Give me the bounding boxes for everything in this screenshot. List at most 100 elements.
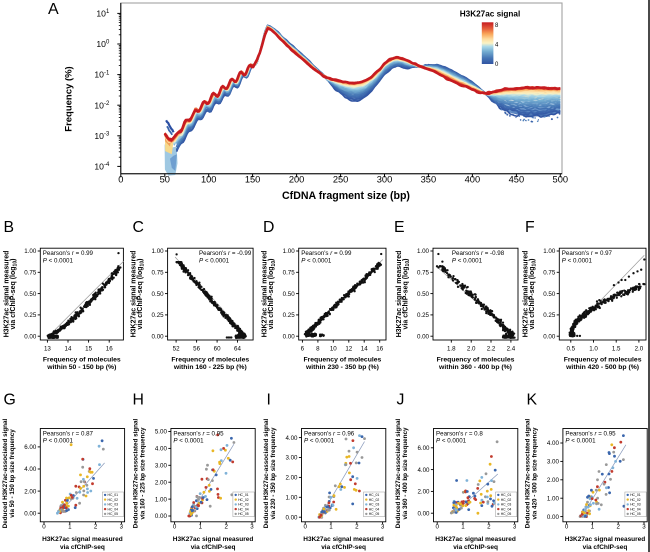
svg-text:Frequency (%): Frequency (%) <box>63 66 74 131</box>
svg-text:0.00: 0.00 <box>24 510 37 517</box>
svg-text:0.00: 0.00 <box>417 333 430 340</box>
svg-text:6.00: 6.00 <box>417 445 430 452</box>
svg-text:Pearson's r = 0.95: Pearson's r = 0.95 <box>173 431 224 438</box>
svg-text:HC_01: HC_01 <box>369 493 380 497</box>
svg-text:10: 10 <box>330 346 337 353</box>
svg-text:0.75: 0.75 <box>283 270 296 277</box>
svg-text:2.00: 2.00 <box>547 477 560 484</box>
svg-text:350: 350 <box>421 175 437 185</box>
svg-text:E: E <box>394 219 405 236</box>
svg-text:via cfChIP-seq (log10): via cfChIP-seq (log10) <box>403 259 412 330</box>
svg-text:HC_04: HC_04 <box>238 507 249 511</box>
svg-text:450: 450 <box>509 175 525 185</box>
svg-text:0.50: 0.50 <box>152 291 165 298</box>
svg-text:1.00: 1.00 <box>543 248 556 255</box>
svg-text:6.00: 6.00 <box>24 444 37 451</box>
svg-text:Pearson's r = 0.8: Pearson's r = 0.8 <box>436 431 483 438</box>
svg-text:16: 16 <box>376 346 383 353</box>
svg-text:HC_03: HC_03 <box>630 503 641 507</box>
svg-text:HC_01: HC_01 <box>501 493 512 497</box>
svg-text:2.00: 2.00 <box>285 475 298 482</box>
svg-text:0.75: 0.75 <box>24 270 37 277</box>
svg-text:1.00: 1.00 <box>155 496 168 503</box>
svg-text:1.00: 1.00 <box>285 495 298 502</box>
svg-text:2: 2 <box>616 523 620 530</box>
svg-text:0.50: 0.50 <box>283 291 296 298</box>
svg-text:0: 0 <box>173 523 177 530</box>
svg-text:Frequency of molecules: Frequency of molecules <box>171 357 249 364</box>
svg-text:K: K <box>527 392 538 409</box>
svg-text:P < 0.0001: P < 0.0001 <box>43 257 74 264</box>
svg-text:D: D <box>263 219 274 236</box>
svg-text:HC_05: HC_05 <box>369 512 380 516</box>
svg-text:HC_05: HC_05 <box>630 512 641 516</box>
svg-text:1.5: 1.5 <box>612 346 621 353</box>
svg-text:2.00: 2.00 <box>155 479 168 486</box>
svg-text:1: 1 <box>68 523 72 530</box>
svg-text:Deduced H3K27ac-associated sig: Deduced H3K27ac-associated signal <box>263 418 270 528</box>
svg-text:Pearson's r = 0.99: Pearson's r = 0.99 <box>43 250 94 257</box>
svg-text:400: 400 <box>465 175 481 185</box>
svg-text:1: 1 <box>329 523 333 530</box>
svg-text:0.75: 0.75 <box>152 270 165 277</box>
svg-text:J: J <box>397 392 405 409</box>
svg-text:2.0: 2.0 <box>467 346 476 353</box>
svg-text:A: A <box>48 1 59 18</box>
svg-text:HC_04: HC_04 <box>630 507 641 511</box>
svg-text:0.5: 0.5 <box>566 346 575 353</box>
svg-text:via cfChIP-seq: via cfChIP-seq <box>583 544 628 551</box>
svg-text:1.00: 1.00 <box>547 495 560 502</box>
svg-text:1.0: 1.0 <box>589 346 598 353</box>
svg-text:1: 1 <box>461 523 465 530</box>
svg-text:56: 56 <box>193 346 200 353</box>
svg-text:0.25: 0.25 <box>543 312 556 319</box>
svg-text:Deduced H3K27ac-associated sig: Deduced H3K27ac-associated signal <box>524 418 531 528</box>
svg-text:101: 101 <box>96 9 110 19</box>
svg-text:3: 3 <box>120 523 124 530</box>
svg-text:0.00: 0.00 <box>543 333 556 340</box>
svg-text:via cfChIP-seq: via cfChIP-seq <box>453 544 498 551</box>
svg-text:8: 8 <box>495 23 499 29</box>
svg-text:0: 0 <box>435 523 439 530</box>
svg-text:4.00: 4.00 <box>155 446 168 453</box>
svg-text:P < 0.0001: P < 0.0001 <box>199 257 230 264</box>
svg-text:1.8: 1.8 <box>447 346 456 353</box>
svg-text:14: 14 <box>65 346 72 353</box>
svg-text:P < 0.0001: P < 0.0001 <box>301 257 332 264</box>
svg-text:1.00: 1.00 <box>152 248 165 255</box>
svg-text:1.00: 1.00 <box>24 248 37 255</box>
svg-text:HC_05: HC_05 <box>238 512 249 516</box>
svg-text:P < 0.0001: P < 0.0001 <box>565 438 596 445</box>
svg-text:3.00: 3.00 <box>547 459 560 466</box>
svg-text:0.25: 0.25 <box>24 312 37 319</box>
svg-text:0.75: 0.75 <box>543 270 556 277</box>
svg-text:via 160 - 225 bp size frequenc: via 160 - 225 bp size frequency <box>139 427 146 520</box>
svg-text:Pearson's r = -0.99: Pearson's r = -0.99 <box>199 250 252 257</box>
svg-text:10-2: 10-2 <box>94 100 110 110</box>
svg-text:0.00: 0.00 <box>24 333 37 340</box>
svg-text:2.00: 2.00 <box>417 489 430 496</box>
svg-text:P < 0.0001: P < 0.0001 <box>304 438 335 445</box>
svg-text:Deduced H3K27ac-associated sig: Deduced H3K27ac-associated signal <box>2 418 9 528</box>
svg-text:10-3: 10-3 <box>94 131 110 141</box>
svg-text:HC_01: HC_01 <box>108 493 119 497</box>
svg-text:1: 1 <box>199 523 203 530</box>
svg-text:13: 13 <box>44 346 51 353</box>
svg-text:0: 0 <box>42 523 46 530</box>
svg-text:2.00: 2.00 <box>24 488 37 495</box>
svg-text:P < 0.0001: P < 0.0001 <box>436 438 467 445</box>
svg-text:P < 0.0001: P < 0.0001 <box>43 438 74 445</box>
svg-text:Deduced H3K27ac-associated sig: Deduced H3K27ac-associated signal <box>132 418 139 528</box>
svg-text:4.00: 4.00 <box>547 440 560 447</box>
svg-text:HC_03: HC_03 <box>238 503 249 507</box>
svg-text:4: 4 <box>495 43 499 49</box>
svg-text:2.4: 2.4 <box>507 346 516 353</box>
svg-text:3: 3 <box>642 523 646 530</box>
svg-text:0.50: 0.50 <box>24 291 37 298</box>
svg-text:within 160 - 225 bp (%): within 160 - 225 bp (%) <box>173 364 247 371</box>
svg-text:0.75: 0.75 <box>417 270 430 277</box>
svg-text:Frequency of molecules: Frequency of molecules <box>303 357 381 364</box>
svg-text:3: 3 <box>381 523 385 530</box>
svg-text:H3K27ac signal measured: H3K27ac signal measured <box>435 536 516 543</box>
svg-text:2.0: 2.0 <box>635 346 644 353</box>
